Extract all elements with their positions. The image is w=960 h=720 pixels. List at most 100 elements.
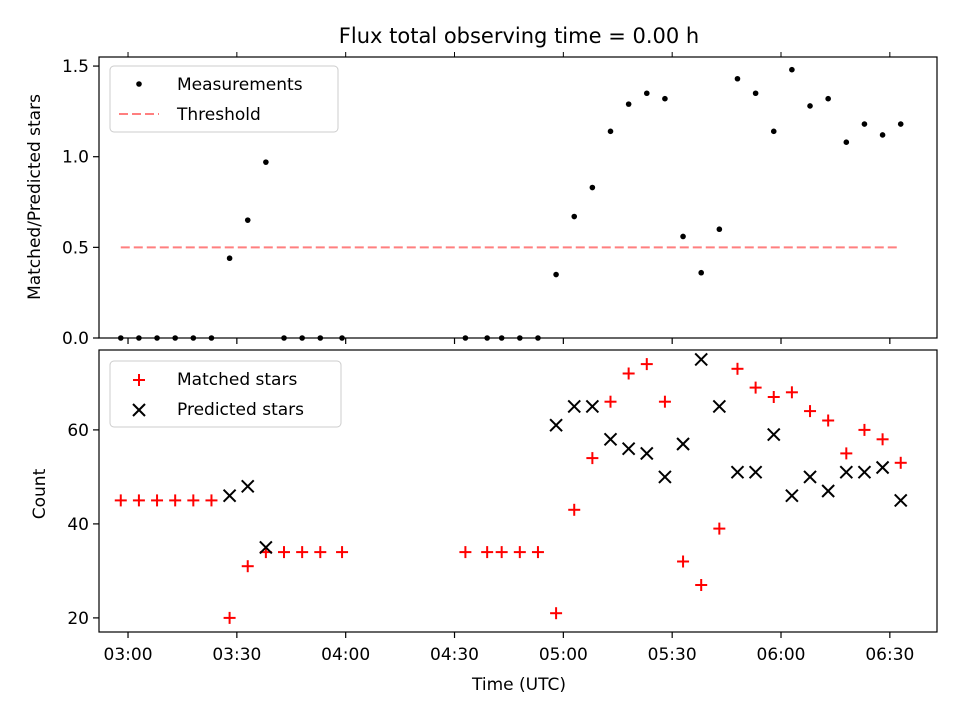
x-tick-label: 03:30	[212, 645, 261, 665]
matched-stars-point	[822, 414, 835, 427]
measurement-point	[770, 128, 777, 135]
predicted-stars-point	[857, 465, 872, 479]
matched-stars-point	[840, 447, 853, 460]
measurement-point	[589, 184, 596, 191]
matched-stars-point	[481, 546, 494, 559]
x-tick-label: 04:30	[430, 645, 479, 665]
top-panel: Matched/Predicted stars 0.0 0.5 1.0 1.5 Mea…	[25, 52, 938, 349]
matched-stars-point	[658, 395, 671, 408]
matched-stars-point	[223, 611, 236, 624]
bottom-legend: Matched stars Predicted stars	[109, 360, 342, 428]
measurement-point	[625, 101, 632, 107]
y-tick-label: 20	[67, 609, 89, 629]
predicted-stars-point	[839, 465, 854, 479]
bottom-y-ticks: 20 40 60	[67, 421, 99, 629]
predicted-stars-point	[640, 446, 654, 461]
predicted-stars-point	[603, 432, 618, 447]
matched-stars-point	[205, 494, 218, 507]
matched-stars-point	[749, 381, 762, 394]
legend-matched-marker	[133, 374, 145, 386]
measurement-point	[607, 128, 614, 135]
legend-predicted-marker	[132, 403, 146, 417]
predicted-stars-point	[894, 493, 908, 508]
measurement-point	[698, 269, 704, 276]
x-tick-label: 06:00	[757, 645, 806, 665]
y-tick-label: 1.5	[62, 57, 89, 77]
measurement-point	[807, 103, 813, 109]
top-y-ticks: 0.0 0.5 1.0 1.5	[62, 57, 99, 349]
measurement-point	[571, 213, 578, 220]
matched-stars-point	[677, 555, 690, 568]
y-tick-label: 0.5	[62, 238, 89, 258]
y-tick-label: 0.0	[62, 329, 89, 349]
matched-stars-point	[241, 560, 254, 573]
x-tick-label: 06:30	[865, 645, 914, 665]
predicted-stars-point	[821, 484, 835, 498]
matched-stars-point	[622, 367, 635, 380]
y-tick-label: 60	[67, 421, 89, 441]
matched-stars-point	[767, 391, 780, 403]
matched-stars-point	[336, 546, 349, 559]
predicted-stars-point	[241, 479, 255, 494]
predicted-stars-point	[585, 399, 600, 414]
x-tick-label: 04:00	[321, 645, 370, 665]
measurement-point	[553, 271, 559, 278]
predicted-stars-point	[549, 418, 563, 432]
bottom-xlabel: Time (UTC)	[471, 675, 566, 695]
x-tick-label: 05:00	[539, 645, 588, 665]
matched-stars-point	[495, 546, 508, 559]
y-tick-label: 40	[67, 515, 89, 535]
measurement-point	[897, 121, 904, 127]
predicted-stars-point	[621, 441, 636, 456]
matched-stars-point	[513, 546, 526, 559]
measurement-point	[879, 132, 886, 138]
bottom-axes-frame	[98, 349, 938, 633]
matched-stars-point	[568, 503, 581, 516]
measurement-point	[226, 255, 233, 262]
matched-stars-point	[804, 405, 817, 418]
top-x-ticks	[127, 52, 891, 344]
matched-stars-point	[640, 358, 653, 371]
predicted-stars-point	[222, 488, 237, 503]
top-axes-frame	[98, 56, 938, 339]
measurement-point	[716, 226, 723, 233]
legend-measurements-label: Measurements	[177, 75, 303, 95]
matched-stars-point	[114, 494, 127, 507]
matched-stars-point	[169, 494, 182, 507]
measurement-point	[789, 66, 795, 73]
bottom-legend-box	[109, 360, 342, 428]
measurement-point	[643, 90, 650, 97]
bottom-x-ticks: 03:00 03:30 04:00 04:30 05:00 05:30 06:00 06:30	[104, 632, 914, 665]
predicted-stars-point	[730, 465, 745, 479]
matched-stars-point	[314, 546, 327, 559]
top-legend-box	[109, 65, 339, 133]
predicted-stars-point	[767, 427, 781, 442]
predicted-stars-point	[694, 352, 708, 367]
measurement-point	[263, 159, 269, 165]
predicted-stars-point	[785, 488, 799, 503]
predicted-stars-point	[748, 465, 763, 479]
matched-stars-point	[151, 494, 164, 507]
bottom-panel: Count Time (UTC) 20 40 60 03:00 03:30 04:00 0…	[30, 349, 938, 695]
matched-stars-point	[876, 433, 889, 446]
matched-stars-point	[132, 494, 145, 507]
matched-stars-point	[785, 386, 798, 399]
measurement-point	[734, 75, 741, 82]
measurement-point	[680, 233, 686, 240]
top-legend: Measurements Threshold	[109, 65, 339, 133]
matched-stars-point	[695, 579, 708, 591]
matched-stars-point	[296, 546, 309, 559]
predicted-stars-point	[567, 399, 581, 414]
x-tick-label: 03:00	[104, 645, 153, 665]
matched-stars-point	[604, 395, 617, 408]
bottom-ylabel: Count	[30, 468, 50, 519]
bottom-plot-area	[114, 352, 908, 624]
matched-stars-point	[187, 494, 200, 507]
legend-matched-label: Matched stars	[177, 370, 297, 390]
measurement-point	[843, 139, 850, 146]
matched-stars-point	[731, 362, 744, 375]
matched-stars-point	[713, 522, 726, 535]
measurement-point	[825, 95, 831, 102]
predicted-stars-point	[875, 460, 890, 475]
